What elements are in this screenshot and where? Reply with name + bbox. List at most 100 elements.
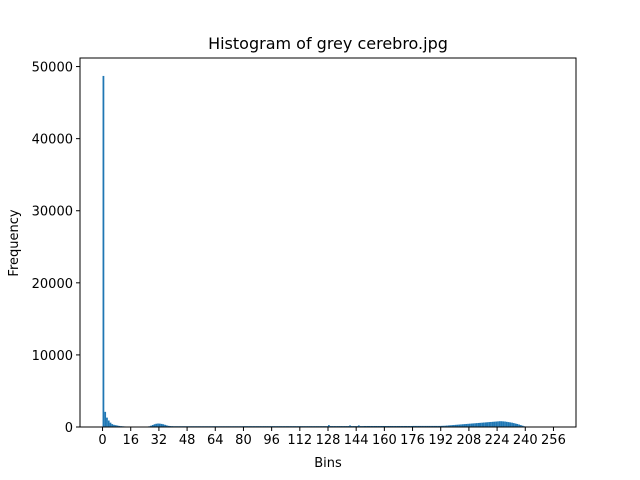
bar xyxy=(440,425,443,427)
bar xyxy=(398,425,401,427)
x-tick-label: 48 xyxy=(179,433,196,448)
bar xyxy=(468,423,471,427)
bar xyxy=(490,421,492,427)
bar xyxy=(116,425,119,427)
bar xyxy=(387,425,390,427)
bar xyxy=(495,421,498,427)
bar xyxy=(357,425,360,427)
bar xyxy=(167,425,170,427)
y-axis-label: Frequency xyxy=(7,209,22,276)
bar xyxy=(118,425,121,427)
bar xyxy=(114,425,117,427)
x-axis-label: Bins xyxy=(314,456,342,471)
bar xyxy=(328,425,330,427)
bar xyxy=(426,425,429,427)
bar xyxy=(373,425,376,427)
bar xyxy=(158,423,161,427)
bar xyxy=(479,422,482,427)
x-tick-label: 256 xyxy=(541,433,566,448)
bar xyxy=(382,425,385,427)
bar xyxy=(111,424,114,427)
bar xyxy=(416,425,418,427)
bar xyxy=(380,425,383,427)
x-tick-label: 96 xyxy=(263,433,280,448)
x-tick-label: 176 xyxy=(400,433,425,448)
bar xyxy=(475,423,478,427)
x-tick-label: 64 xyxy=(207,433,224,448)
y-tick-label: 0 xyxy=(65,421,73,436)
bar xyxy=(477,422,480,427)
bar xyxy=(461,424,464,427)
bar xyxy=(421,425,424,427)
bar xyxy=(467,423,469,427)
bar xyxy=(405,425,408,427)
bar xyxy=(409,425,411,427)
bar xyxy=(401,425,404,427)
bar xyxy=(372,425,374,427)
bar xyxy=(500,421,503,427)
bar xyxy=(377,425,380,427)
bar xyxy=(379,425,381,427)
bar xyxy=(368,425,371,427)
bar xyxy=(481,422,483,427)
bar xyxy=(155,423,158,427)
bar xyxy=(417,425,420,427)
bar xyxy=(498,421,501,427)
bar xyxy=(437,425,439,427)
x-tick-label: 80 xyxy=(235,433,252,448)
bar xyxy=(456,424,459,427)
x-tick-label: 144 xyxy=(344,433,369,448)
bar xyxy=(486,422,489,427)
bar xyxy=(102,75,105,427)
bar xyxy=(451,425,454,427)
bar xyxy=(465,423,468,427)
bar xyxy=(431,425,434,427)
bar xyxy=(412,425,415,427)
x-tick-label: 112 xyxy=(287,433,312,448)
bar xyxy=(488,422,491,427)
bar xyxy=(449,425,452,427)
y-tick-label: 50000 xyxy=(32,61,73,76)
bar xyxy=(453,424,455,427)
bar xyxy=(386,425,388,427)
bar xyxy=(435,425,438,427)
bar xyxy=(470,423,473,427)
bar xyxy=(391,425,394,427)
bar xyxy=(364,425,367,427)
bar xyxy=(438,425,441,427)
x-tick-label: 128 xyxy=(316,433,341,448)
bar xyxy=(516,423,519,427)
bar xyxy=(428,425,431,427)
bar xyxy=(442,425,445,427)
x-tick-label: 16 xyxy=(122,433,139,448)
bar xyxy=(509,422,512,427)
bar xyxy=(491,421,494,427)
bar xyxy=(165,425,168,427)
bar xyxy=(366,425,369,427)
bar xyxy=(150,425,152,427)
bar xyxy=(375,425,378,427)
y-tick-label: 40000 xyxy=(32,133,73,148)
bar xyxy=(160,423,163,427)
bar xyxy=(446,425,448,427)
bar xyxy=(407,425,410,427)
bar xyxy=(164,424,166,427)
x-tick-label: 240 xyxy=(513,433,538,448)
bar xyxy=(447,425,450,427)
bar xyxy=(433,425,436,427)
bar xyxy=(109,422,112,427)
bar xyxy=(106,417,108,427)
bar xyxy=(384,425,387,427)
bar xyxy=(521,425,524,427)
bar xyxy=(400,425,402,427)
bar xyxy=(396,425,399,427)
bar xyxy=(403,425,406,427)
bar xyxy=(502,421,505,427)
bar xyxy=(507,422,510,427)
bar xyxy=(493,421,496,427)
bar xyxy=(419,425,422,427)
bar xyxy=(505,421,508,427)
bar xyxy=(162,424,165,427)
bar xyxy=(504,421,506,427)
